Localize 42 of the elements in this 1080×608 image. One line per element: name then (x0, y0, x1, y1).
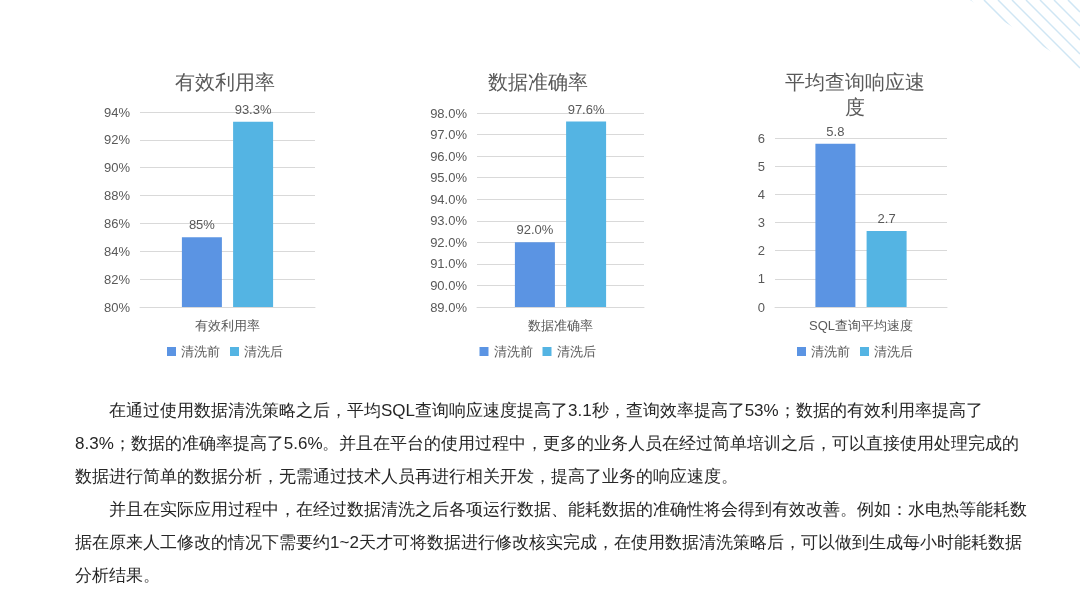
y-tick-label: 6 (757, 130, 765, 146)
y-tick-label: 88% (103, 188, 131, 204)
y-tick-label: 97.0% (430, 127, 468, 143)
y-tick-label: 5 (757, 158, 765, 174)
y-tick-label: 89.0% (430, 299, 468, 315)
y-tick-label: 1 (757, 271, 765, 287)
y-tick-label: 94.0% (430, 191, 468, 207)
y-tick-label: 0 (757, 299, 765, 315)
legend-label: 清洗前 (493, 344, 533, 359)
y-tick-label: 96.0% (430, 148, 468, 164)
legend-label: 清洗后 (244, 344, 283, 359)
text: 并且在实际应用过程中，在经过数据清洗之后各项运行数据、能耗数据的准确性将会得到有效改善。例如：水电热等能耗数据在原来人工修改的情况下需要约1~2天才可将数据进行修改核实完成，在使用数据清洗策略后，可以做到生成每小时能耗数据分析结果。 (75, 499, 1028, 587)
chart-title: 平均查询响应速度 (785, 70, 925, 118)
y-tick-label: 86% (103, 215, 131, 231)
x-tick-label: SQL查询平均速度 (808, 318, 914, 333)
data-label: 5.8 (826, 123, 845, 139)
legend-label: 清洗前 (811, 344, 850, 359)
y-tick-label: 92% (103, 132, 131, 148)
y-tick-label: 2 (757, 243, 765, 259)
legend-label: 清洗后 (556, 344, 596, 359)
legend-label: 清洗前 (181, 344, 220, 359)
y-tick-label: 92.0% (430, 234, 468, 250)
y-tick-label: 95.0% (430, 170, 468, 186)
y-tick-label: 93.0% (430, 213, 468, 229)
data-label: 92.0% (516, 222, 554, 238)
text: 在通过使用数据清洗策略之后，平均SQL查询响应速度提高了3.1秒，查询效率提高了53%；数据的有效利用率提高了8.3%；数据的准确率提高了5.6%。并且在平台的使用过程中，更多的业务人员在经过简单培训之后，可以直接使用处理完成的数据进行简单的数据分析，无需通过技术人员再进行相关开发，提高了业务的响应速度。 (75, 400, 1021, 488)
data-label: 2.7 (877, 210, 896, 226)
y-tick-label: 90% (103, 160, 131, 176)
y-tick-label: 82% (103, 271, 131, 287)
y-tick-label: 80% (103, 299, 131, 315)
y-tick-label: 4 (757, 186, 765, 202)
y-tick-label: 94% (103, 104, 131, 120)
y-tick-label: 98.0% (430, 105, 468, 121)
legend-label: 清洗后 (874, 344, 913, 359)
data-label: 97.6% (567, 101, 605, 117)
y-tick-label: 90.0% (430, 277, 468, 293)
y-tick-label: 84% (103, 243, 131, 259)
y-tick-label: 3 (757, 215, 765, 230)
chart-title: 有效利用率 (175, 70, 275, 93)
data-label: 85% (188, 217, 216, 233)
y-tick-label: 91.0% (430, 256, 468, 272)
data-label: 93.3% (234, 101, 272, 117)
